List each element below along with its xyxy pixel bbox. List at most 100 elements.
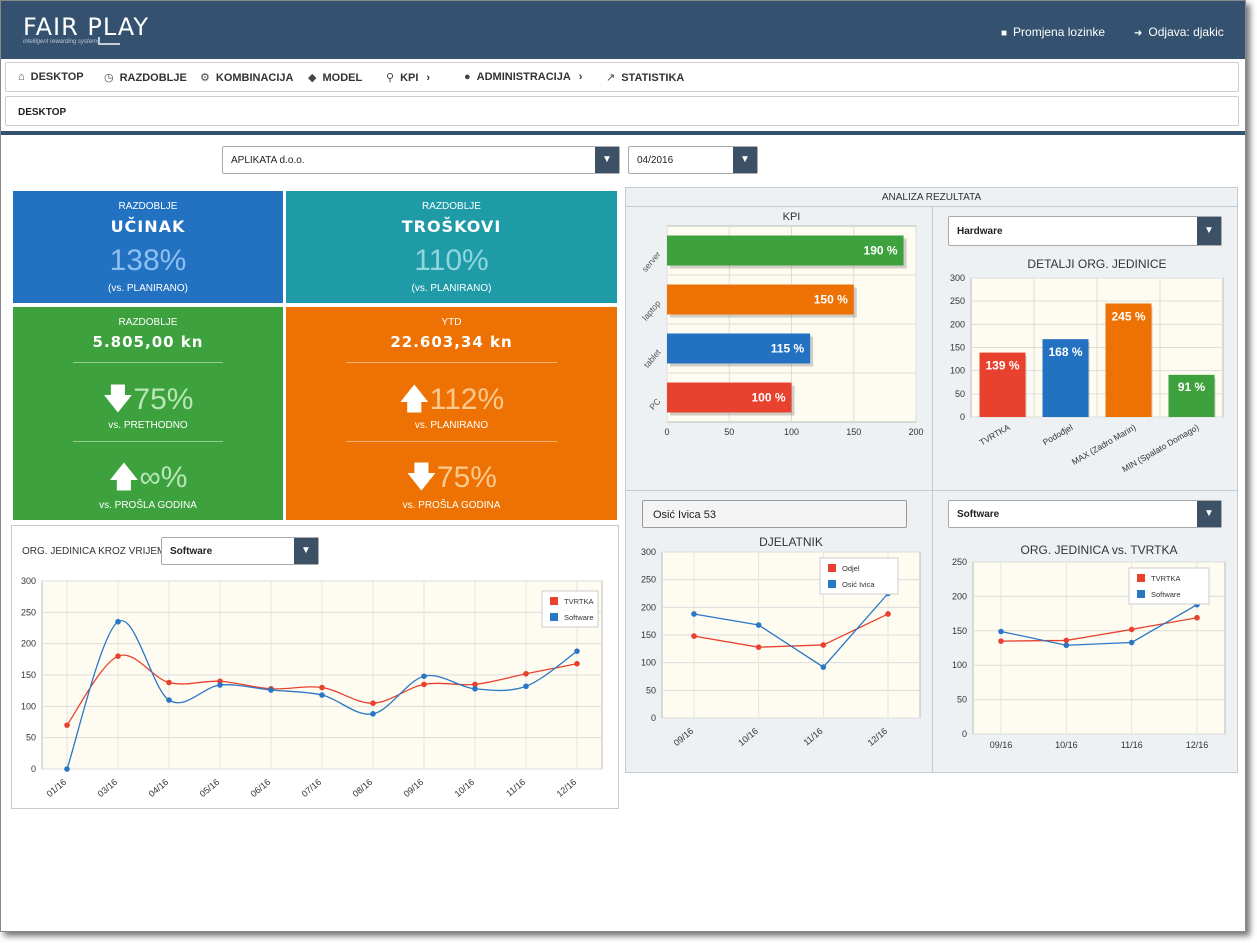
legend-swatch <box>828 580 836 588</box>
tile-razdoblje[interactable]: RAZDOBLJE 5.805,00 kn 🡇75% vs. PRETHODNO… <box>13 307 283 520</box>
period-select[interactable]: 04/2016 ▼ <box>628 146 758 174</box>
tile-amount: 22.603,34 kn <box>390 333 513 351</box>
app-logo[interactable]: FAIR PLAY <box>23 13 150 41</box>
y-tick-label: 0 <box>651 713 656 723</box>
nav-label: KOMBINACIJA <box>215 72 294 84</box>
bar <box>979 352 1026 417</box>
data-point <box>755 644 762 650</box>
org-vs-company-chart: ORG. JEDINICA vs. TVRTKA 0 50 100 150 200 250 0… <box>952 543 1226 750</box>
company-select[interactable]: APLIKATA d.o.o. ▼ <box>222 146 620 174</box>
data-point <box>574 648 580 654</box>
kpi-chart: KPI 0 50 100 150 200 server 190 % laptop 150 % tab… <box>640 211 924 437</box>
hardware-select[interactable]: Hardware ▼ <box>948 216 1222 246</box>
bar <box>1042 339 1089 417</box>
bar <box>667 333 811 364</box>
nav-statistika[interactable]: ↗ STATISTIKA <box>606 71 684 84</box>
dropdown-arrow-icon[interactable]: ▼ <box>1197 217 1221 245</box>
data-point <box>691 611 697 617</box>
arrow-down-icon: 🡇 <box>102 383 134 416</box>
y-tick-label: laptop <box>640 298 663 322</box>
cogs-icon: ⚙ <box>200 72 210 84</box>
bar-value-label: 91 % <box>1178 380 1206 394</box>
legend-label: Software <box>564 613 594 622</box>
nav-desktop[interactable]: ⌂ DESKTOP <box>18 71 84 83</box>
home-icon: ⌂ <box>18 71 25 83</box>
tile-troskovi[interactable]: RAZDOBLJE TROŠKOVI 110% (vs. PLANIRANO) <box>286 191 617 303</box>
y-tick-label: 150 <box>641 630 656 640</box>
analysis-title: ANALIZA REZULTATA <box>626 188 1237 207</box>
x-tick-label: 09/16 <box>990 740 1013 750</box>
data-point <box>217 682 223 688</box>
org-detail-chart: DETALJI ORG. JEDINICE 0 50 100 150 200 250 300 1… <box>950 257 1224 474</box>
tile-value: 110% <box>414 244 489 277</box>
x-tick-label: 50 <box>724 427 734 437</box>
y-tick-label: 300 <box>21 576 36 586</box>
data-point <box>370 711 376 717</box>
nav-razdoblje[interactable]: ◷ RAZDOBLJE <box>104 71 187 84</box>
x-tick-label: 100 <box>784 427 799 437</box>
data-point <box>998 628 1004 635</box>
data-point <box>998 638 1004 644</box>
dropdown-arrow-icon[interactable]: ▼ <box>1197 501 1221 527</box>
data-point <box>166 679 172 686</box>
y-tick-label: 200 <box>952 591 967 601</box>
y-tick-label: PC <box>647 396 662 411</box>
dropdown-arrow-icon[interactable]: ▼ <box>595 147 619 173</box>
y-tick-label: tablet <box>642 347 663 370</box>
breadcrumb-label: DESKTOP <box>18 107 67 118</box>
data-point <box>64 722 70 728</box>
data-point <box>370 700 376 706</box>
nav-kpi[interactable]: ⚲ KPI › <box>386 71 430 84</box>
series-line <box>66 654 578 726</box>
y-tick-label: 0 <box>962 729 967 739</box>
x-tick-label: MAX (Zadro Marin) <box>1070 422 1138 467</box>
dropdown-arrow-icon[interactable]: ▼ <box>733 147 757 173</box>
y-tick-label: 100 <box>950 366 965 376</box>
logout-link[interactable]: ➜ Odjava: djakic <box>1134 25 1224 39</box>
y-tick-label: 100 <box>21 701 36 711</box>
nav-kombinacija[interactable]: ⚙ KOMBINACIJA <box>200 71 294 84</box>
software-select[interactable]: Software ▼ <box>948 500 1222 528</box>
software-select-value: Software <box>957 509 1000 520</box>
tile-divider <box>73 441 223 442</box>
data-point <box>319 692 325 698</box>
data-point <box>319 684 325 691</box>
tile-change-plan: 112% <box>429 383 505 416</box>
app-window: FAIR PLAY intelligent rewarding systems … <box>0 0 1246 932</box>
data-point <box>523 683 529 690</box>
tile-value: 138% <box>109 244 187 277</box>
employee-field[interactable]: Osić Ivica 53 <box>642 500 907 528</box>
legend-swatch <box>550 613 558 621</box>
tile-ucinak[interactable]: RAZDOBLJE UČINAK 138% (vs. PLANIRANO) <box>13 191 283 303</box>
data-point <box>421 673 427 680</box>
y-tick-label: 50 <box>646 685 656 695</box>
tile-ytd[interactable]: YTD 22.603,34 kn 🡅112% vs. PLANIRANO 🡇75… <box>286 307 617 520</box>
org-time-chart: 0 50 100 150 200 250 300 01/16 03/16 04/16 05/16 06… <box>21 576 603 799</box>
x-tick-label: Podođjel <box>1041 422 1075 447</box>
bar-value-label: 115 % <box>771 342 805 356</box>
nav-administracija[interactable]: ● ADMINISTRACIJA › <box>464 71 582 83</box>
data-point <box>1128 639 1135 646</box>
nav-label: DESKTOP <box>30 71 84 83</box>
data-point <box>1194 614 1200 621</box>
org-time-select[interactable]: Software ▼ <box>161 537 319 565</box>
change-password-link[interactable]: ■ Promjena lozinke <box>1001 25 1105 39</box>
tile-change-prev-label: vs. PRETHODNO <box>108 420 188 431</box>
tile-title: UČINAK <box>110 217 186 236</box>
nav-model[interactable]: ◆ MODEL <box>308 71 362 84</box>
bar <box>667 382 792 413</box>
bar <box>1105 303 1152 417</box>
tile-change-prev: 75% <box>133 383 194 416</box>
tile-change-year: ∞% <box>139 461 188 494</box>
tile-period-label: YTD <box>441 317 462 328</box>
x-tick-label: 150 <box>846 427 861 437</box>
analysis-panel: ANALIZA REZULTATA KPI 0 50 100 150 200 server 1… <box>625 187 1238 773</box>
x-tick-label: 08/16 <box>351 777 375 799</box>
bar <box>667 284 854 315</box>
x-tick-label: 200 <box>908 427 923 437</box>
dropdown-arrow-icon[interactable]: ▼ <box>294 538 318 564</box>
chevron-right-icon: › <box>426 72 431 84</box>
x-tick-label: 12/16 <box>555 777 579 799</box>
tile-divider <box>346 362 557 363</box>
y-tick-label: 200 <box>21 639 36 649</box>
